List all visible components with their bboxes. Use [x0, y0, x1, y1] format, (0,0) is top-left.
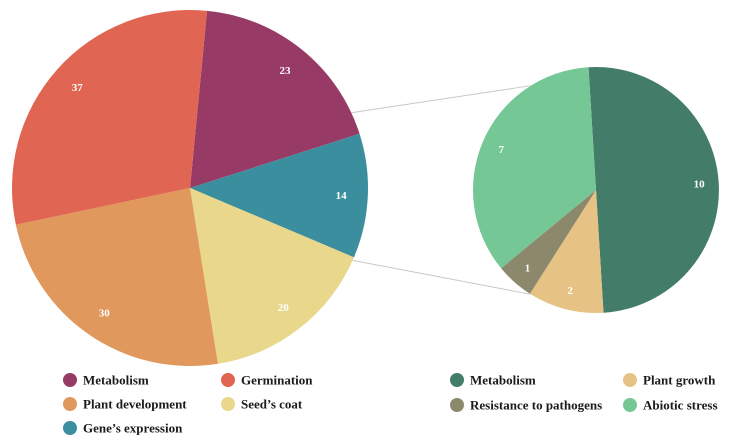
- main-slice-genes-expression: [190, 133, 368, 258]
- legend-label-resistance-to-pathogens: Resistance to pathogens: [470, 398, 602, 413]
- main-label-seeds-coat: 20: [278, 302, 290, 314]
- main-label-plant-development: 30: [99, 308, 111, 320]
- legend-swatch-abiotic-stress: [623, 398, 637, 412]
- legend-label-abiotic-stress: Abiotic stress: [643, 398, 718, 413]
- legend-swatch-resistance-to-pathogens: [450, 398, 464, 412]
- legend-swatch-metabolism: [450, 373, 464, 387]
- breakout-label-plant-growth: 2: [567, 285, 573, 297]
- breakout-slice-resistance-to-pathogens: [501, 190, 596, 294]
- main-slice-seeds-coat: [190, 188, 354, 364]
- main-pie-legend: Metabolism Germination Plant development Se…: [63, 373, 313, 436]
- main-pie: 23 14 20 30 37: [11, 10, 368, 366]
- legend-swatch-genes-expression: [63, 421, 77, 435]
- main-label-metabolism: 23: [279, 65, 291, 77]
- legend-label-plant-growth: Plant growth: [643, 373, 716, 388]
- main-label-germination: 37: [72, 82, 84, 94]
- connector-line-top: [351, 85, 531, 114]
- breakout-label-resistance-to-pathogens: 1: [525, 262, 531, 274]
- legend-label-plant-development: Plant development: [83, 397, 187, 412]
- main-slice-plant-development: [15, 188, 218, 366]
- breakout-label-abiotic-stress: 7: [498, 144, 504, 156]
- legend-label-genes-expression: Gene’s expression: [83, 421, 183, 436]
- main-slice-germination: [11, 10, 208, 225]
- breakout-slice-metabolism: [588, 67, 719, 313]
- legend-label-seeds-coat: Seed’s coat: [241, 397, 303, 412]
- breakout-label-metabolism: 10: [694, 179, 706, 191]
- breakout-slice-plant-growth: [529, 190, 604, 313]
- legend-label-metabolism: Metabolism: [470, 373, 536, 388]
- breakout-pie: 10 2 1 7: [473, 67, 719, 313]
- main-label-genes-expression: 14: [336, 190, 348, 202]
- legend-swatch-germination: [221, 373, 235, 387]
- breakout-connectors: [351, 85, 531, 295]
- breakout-slice-abiotic-stress: [473, 67, 596, 269]
- legend-label-germination: Germination: [241, 373, 313, 388]
- breakout-pie-legend: Metabolism Plant growth Resistance to path…: [450, 373, 718, 413]
- main-slice-metabolism: [190, 10, 360, 189]
- legend-swatch-seeds-coat: [221, 397, 235, 411]
- legend-swatch-plant-development: [63, 397, 77, 411]
- legend-label-metabolism: Metabolism: [83, 373, 149, 388]
- legend-swatch-plant-growth: [623, 373, 637, 387]
- connector-line-bottom: [352, 259, 531, 295]
- legend-swatch-metabolism: [63, 373, 77, 387]
